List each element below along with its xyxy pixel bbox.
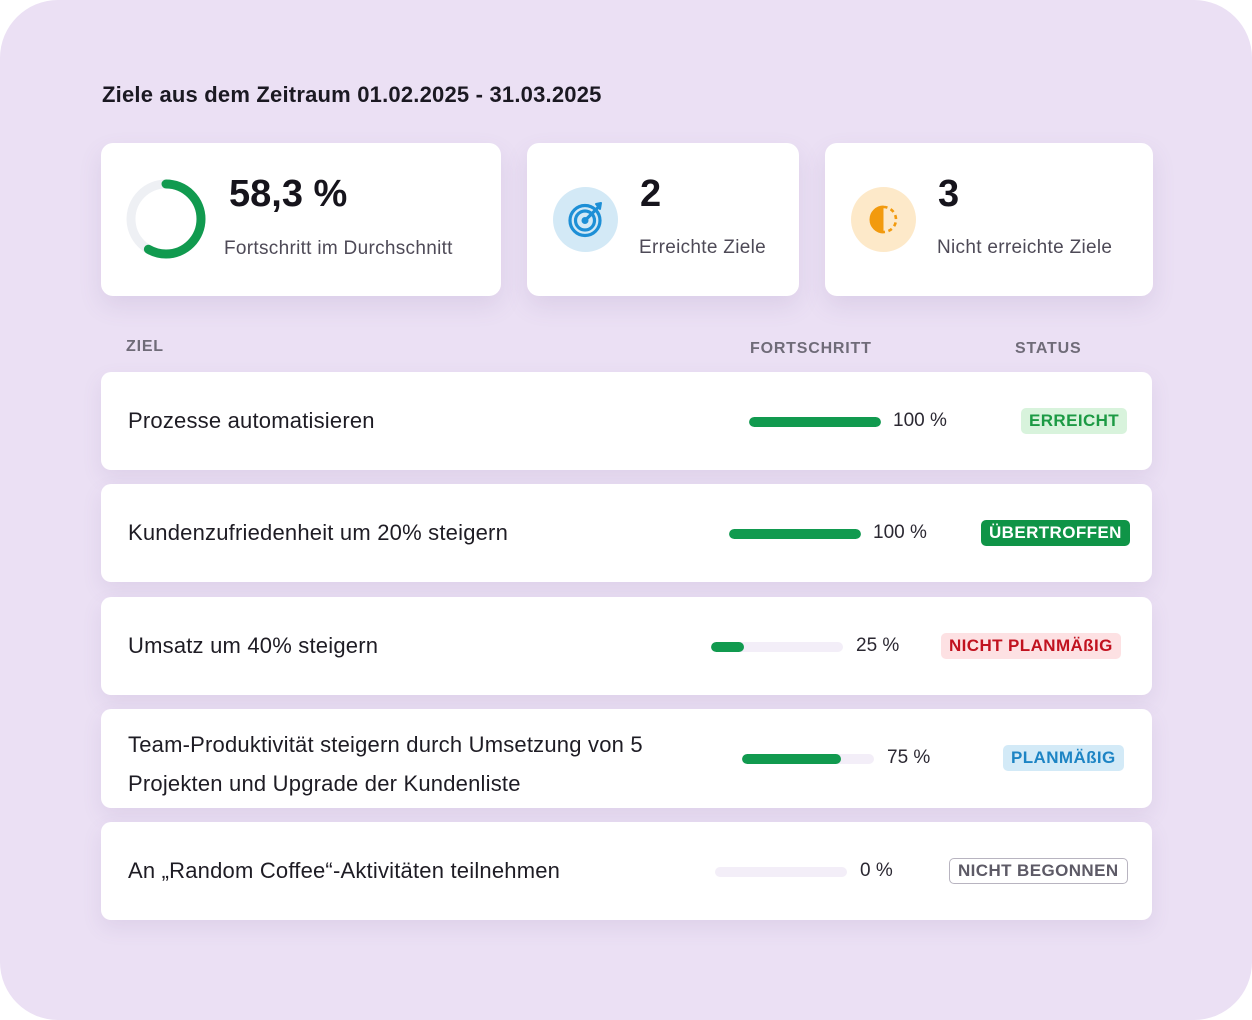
status-badge: ERREICHT: [1021, 408, 1128, 434]
column-header-status: STATUS: [1015, 340, 1082, 357]
goal-row[interactable]: Team-Produktivität steigern durch Umsetz…: [101, 709, 1152, 808]
progress-bar: [715, 867, 847, 877]
progress-donut-arc: [126, 179, 206, 259]
goal-name: Team-Produktivität steigern durch Umsetz…: [128, 732, 643, 796]
progress-bar: [749, 417, 881, 427]
goal-name: Prozesse automatisieren: [128, 408, 375, 433]
achieved-goals-count: 2: [640, 173, 662, 215]
goal-row[interactable]: Umsatz um 40% steigern 25 % NICHT PLANMÄ…: [101, 597, 1152, 695]
average-progress-label: Fortschritt im Durchschnitt: [224, 238, 453, 259]
achieved-goals-card: 2 Erreichte Ziele: [527, 143, 799, 296]
progress-percent: 25 %: [856, 635, 900, 656]
goal-name: Umsatz um 40% steigern: [128, 633, 379, 658]
not-achieved-goals-label: Nicht erreichte Ziele: [937, 237, 1113, 258]
status-badge: NICHT BEGONNEN: [949, 858, 1128, 884]
progress-percent: 100 %: [873, 522, 927, 543]
goal-row[interactable]: An „Random Coffee“-Aktivitäten teilnehme…: [101, 822, 1152, 920]
status-badge: PLANMÄßIG: [1003, 745, 1124, 771]
progress-bar: [729, 529, 861, 539]
progress-bar: [711, 642, 843, 652]
progress-percent: 75 %: [887, 747, 931, 768]
not-achieved-goals-count: 3: [938, 173, 960, 215]
average-progress-value: 58,3 %: [229, 173, 348, 215]
status-badge: ÜBERTROFFEN: [981, 520, 1130, 546]
goal-row[interactable]: Prozesse automatisieren 100 % ERREICHT: [101, 372, 1152, 470]
goal-row[interactable]: Kundenzufriedenheit um 20% steigern 100 …: [101, 484, 1152, 582]
progress-bar-fill: [729, 529, 861, 539]
average-progress-card: 58,3 % Fortschritt im Durchschnitt: [101, 143, 501, 296]
page-title: Ziele aus dem Zeitraum 01.02.2025 - 31.0…: [102, 82, 602, 107]
goal-name: Kundenzufriedenheit um 20% steigern: [128, 520, 509, 545]
not-achieved-goals-card: 3 Nicht erreichte Ziele: [825, 143, 1153, 296]
status-badge: NICHT PLANMÄßIG: [941, 633, 1121, 659]
progress-donut: [126, 179, 206, 259]
progress-bar: [742, 754, 874, 764]
column-header-progress: FORTSCHRITT: [750, 340, 872, 357]
half-circle-icon: [851, 187, 916, 252]
goal-name: An „Random Coffee“-Aktivitäten teilnehme…: [128, 858, 561, 883]
progress-percent: 100 %: [893, 410, 947, 431]
target-icon: [553, 187, 618, 252]
column-header-goal: ZIEL: [126, 338, 164, 355]
progress-bar-fill: [749, 417, 881, 427]
achieved-goals-label: Erreichte Ziele: [639, 237, 766, 258]
progress-bar-fill: [742, 754, 841, 764]
progress-percent: 0 %: [860, 860, 893, 881]
progress-bar-fill: [711, 642, 744, 652]
